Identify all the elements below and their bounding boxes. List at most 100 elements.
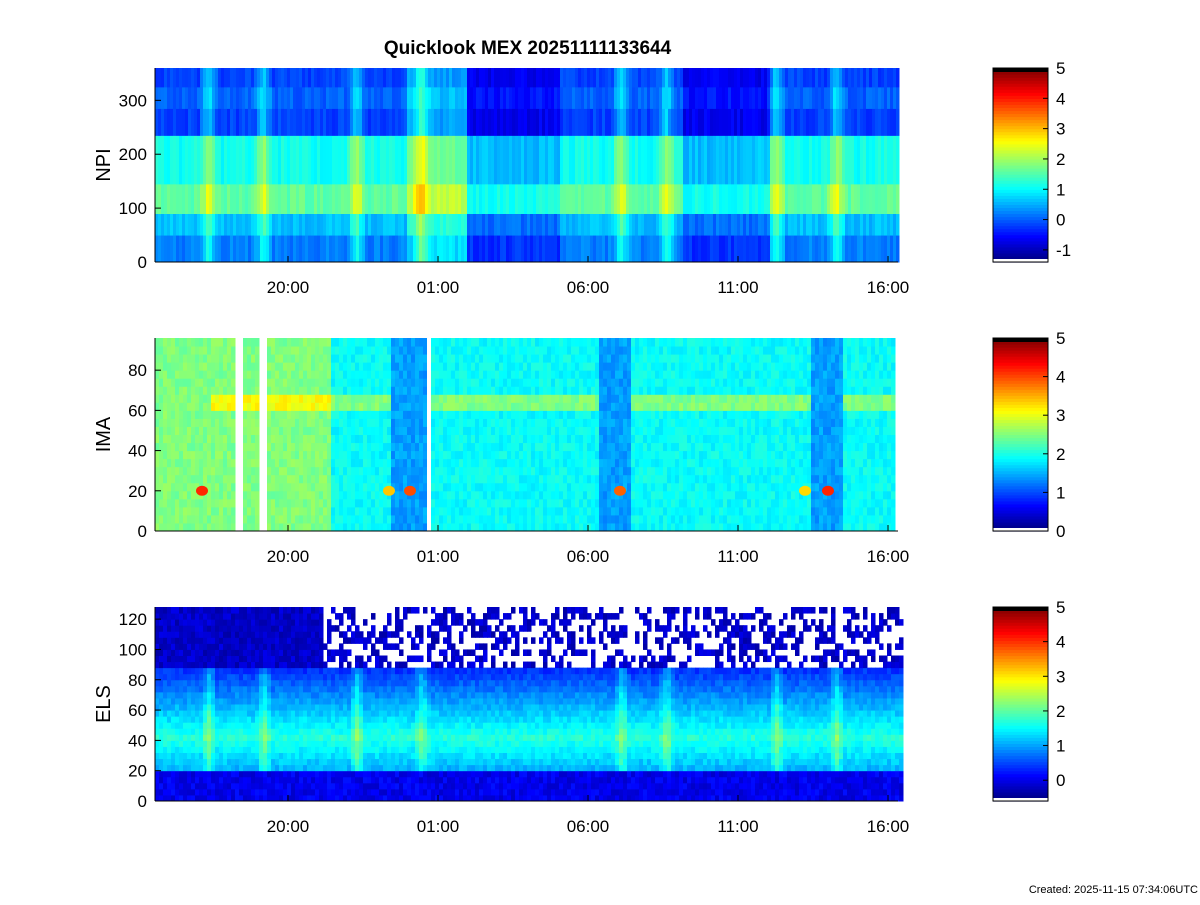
npi-cell <box>431 68 435 87</box>
ima-cell <box>419 402 424 411</box>
npi-cell <box>560 68 564 87</box>
ima-cell <box>371 523 376 532</box>
ima-cell <box>191 491 196 500</box>
ima-cell <box>635 475 640 484</box>
ima-cell <box>327 386 332 395</box>
ima-cell <box>351 451 356 460</box>
ima-cell <box>407 499 412 508</box>
ima-cell <box>595 354 600 363</box>
ima-cell <box>423 523 428 532</box>
ima-cell <box>295 507 300 516</box>
ima-cell <box>323 507 328 516</box>
ima-cell <box>471 483 476 492</box>
ima-cell <box>471 386 476 395</box>
ima-cell <box>327 394 332 403</box>
npi-cell <box>626 135 630 184</box>
npi-cell <box>635 68 639 87</box>
ima-cell <box>595 467 600 476</box>
npi-cell <box>704 235 708 262</box>
npi-cell <box>263 184 267 214</box>
npi-cell <box>716 87 720 109</box>
ima-cell <box>423 354 428 363</box>
ima-cell <box>215 499 220 508</box>
ima-cell <box>635 467 640 476</box>
ima-cell <box>163 386 168 395</box>
npi-cell <box>557 214 561 236</box>
ima-cell <box>343 459 348 468</box>
ima-cell <box>303 386 308 395</box>
ima-cell <box>547 435 552 444</box>
ima-cell <box>579 467 584 476</box>
ima-cell <box>487 402 492 411</box>
ima-cell <box>291 491 296 500</box>
ima-cell <box>495 410 500 419</box>
npi-cell <box>614 135 618 184</box>
ima-cell <box>515 354 520 363</box>
ima-cell <box>367 499 372 508</box>
npi-cell <box>254 214 258 236</box>
npi-cell <box>758 87 762 109</box>
npi-cell <box>713 68 717 87</box>
npi-cell <box>725 135 729 184</box>
ima-cell <box>599 475 604 484</box>
ima-cell <box>603 362 608 371</box>
ima-cell <box>587 499 592 508</box>
ima-cell <box>643 507 648 516</box>
ima-cell <box>571 499 576 508</box>
npi-cell <box>497 68 501 87</box>
ima-cell <box>379 386 384 395</box>
npi-cell <box>548 68 552 87</box>
ima-cell <box>179 515 184 524</box>
ima-cell <box>479 362 484 371</box>
ima-cell <box>323 354 328 363</box>
ima-cell <box>607 435 612 444</box>
ima-cell <box>351 370 356 379</box>
npi-cell <box>518 135 522 184</box>
ima-cell <box>595 394 600 403</box>
npi-cell <box>284 184 288 214</box>
ima-cell <box>639 459 644 468</box>
ima-cell <box>607 459 612 468</box>
ima-cell <box>379 499 384 508</box>
ima-cell <box>279 475 284 484</box>
npi-cell <box>578 87 582 109</box>
npi-cell <box>497 235 501 262</box>
ima-cell <box>175 338 180 347</box>
ima-cell <box>599 426 604 435</box>
ima-cell <box>571 378 576 387</box>
ima-cell <box>323 410 328 419</box>
ima-cell <box>639 451 644 460</box>
ima-cell <box>475 402 480 411</box>
npi-cell <box>872 135 876 184</box>
ima-cell <box>519 451 524 460</box>
ima-cell <box>443 515 448 524</box>
ima-cell <box>387 435 392 444</box>
ima-cell <box>423 338 428 347</box>
ima-cell <box>159 394 164 403</box>
ima-cell <box>231 386 236 395</box>
ima-cell <box>495 475 500 484</box>
ima-cell <box>619 499 624 508</box>
npi-cell <box>791 235 795 262</box>
ima-cell <box>627 515 632 524</box>
ima-cell <box>335 370 340 379</box>
npi-cell <box>302 108 306 135</box>
ima-cell <box>523 467 528 476</box>
ima-cell <box>279 515 284 524</box>
ima-cell <box>563 386 568 395</box>
ima-cell <box>279 499 284 508</box>
npi-cell <box>176 135 180 184</box>
ima-cell <box>207 467 212 476</box>
npi-cell <box>716 135 720 184</box>
ima-cell <box>191 346 196 355</box>
ima-cell <box>459 370 464 379</box>
ima-cell <box>631 426 636 435</box>
ima-cell <box>375 386 380 395</box>
npi-cell <box>308 68 312 87</box>
npi-cell <box>731 135 735 184</box>
ima-cell <box>435 499 440 508</box>
ima-cell <box>275 426 280 435</box>
npi-cell <box>698 214 702 236</box>
npi-cell <box>416 68 420 87</box>
npi-cell <box>521 135 525 184</box>
